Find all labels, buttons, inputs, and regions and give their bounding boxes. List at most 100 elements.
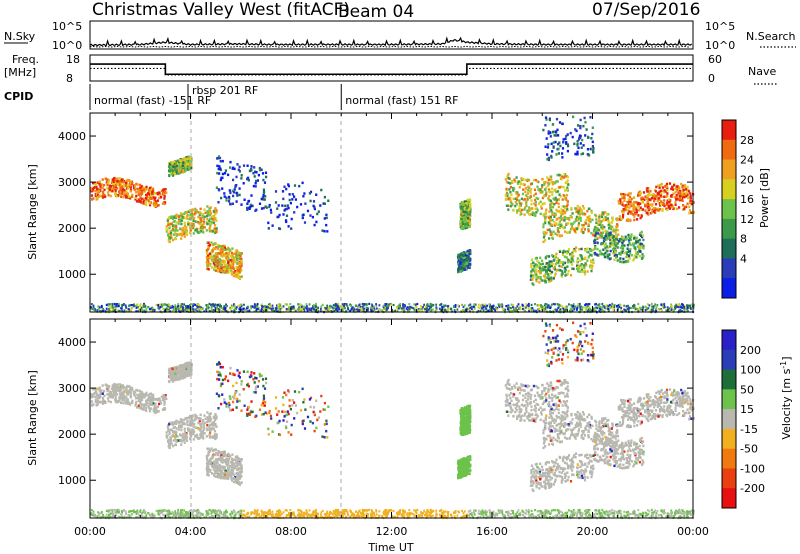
power-echo	[517, 180, 520, 183]
power-echo	[188, 309, 190, 312]
power-echo	[171, 216, 174, 219]
power-echo	[229, 202, 232, 206]
power-echo	[235, 266, 238, 269]
power-echo	[601, 227, 604, 231]
power-echo	[525, 202, 528, 205]
power-echo	[198, 309, 201, 312]
power-echo	[542, 214, 545, 217]
power-echo	[167, 307, 170, 310]
power-echo	[563, 219, 566, 222]
power-echo	[254, 182, 257, 185]
power-echo	[96, 181, 99, 184]
power-echo	[576, 142, 579, 146]
power-echo	[464, 251, 467, 255]
power-echo	[680, 305, 683, 308]
power-echo	[173, 168, 176, 172]
power-echo	[255, 304, 258, 307]
power-echo	[595, 221, 598, 224]
power-echo	[174, 231, 177, 234]
power-echo	[223, 195, 226, 198]
power-echo	[387, 305, 389, 308]
power-echo	[108, 186, 111, 190]
power-echo	[121, 188, 124, 191]
power-echo	[235, 273, 238, 276]
power-echo	[464, 210, 467, 214]
power-echo	[561, 305, 564, 308]
power-echo	[530, 202, 533, 206]
power-echo	[537, 304, 540, 307]
power-echo	[468, 252, 471, 256]
power-echo	[181, 171, 184, 174]
power-echo	[549, 306, 552, 310]
power-echo	[564, 230, 567, 233]
power-echo	[460, 211, 463, 215]
power-echo	[629, 252, 632, 255]
power-echo	[442, 305, 445, 308]
power-echo	[644, 209, 647, 212]
power-echo	[657, 308, 660, 311]
power-echo	[584, 134, 587, 137]
power-echo	[654, 197, 657, 201]
power-echo	[301, 181, 304, 185]
power-echo	[114, 189, 117, 192]
power-echo	[574, 207, 577, 210]
power-echo	[554, 134, 558, 137]
power-echo	[574, 128, 577, 131]
power-echo	[196, 227, 199, 231]
power-echo	[557, 152, 560, 155]
power-echo	[207, 255, 210, 259]
power-echo	[177, 304, 180, 307]
power-echo	[562, 249, 565, 253]
power-echo	[575, 227, 578, 230]
power-echo	[139, 309, 142, 312]
power-echo	[637, 214, 640, 217]
power-echo	[125, 190, 128, 193]
power-echo	[469, 262, 472, 266]
power-echo	[609, 242, 612, 245]
power-echo	[578, 134, 582, 137]
power-echo	[175, 166, 178, 169]
power-echo	[507, 177, 510, 180]
power-echo	[177, 172, 180, 175]
power-echo	[447, 307, 449, 310]
power-echo	[552, 302, 555, 306]
power-echo	[599, 220, 602, 223]
power-echo	[584, 249, 587, 252]
power-echo	[683, 207, 686, 210]
power-echo	[612, 308, 615, 312]
power-echo	[202, 222, 205, 225]
power-echo	[579, 216, 582, 220]
power-echo	[553, 274, 556, 277]
power-echo	[341, 307, 344, 310]
power-echo	[169, 230, 172, 233]
power-echo	[268, 205, 271, 209]
power-echo	[553, 258, 556, 261]
power-echo	[304, 202, 307, 205]
power-echo	[604, 234, 607, 238]
power-echo	[165, 307, 168, 310]
power-echo	[200, 220, 203, 223]
power-echo	[592, 309, 595, 312]
power-echo	[682, 204, 685, 207]
power-echo	[111, 187, 114, 190]
power-echo	[549, 272, 552, 275]
power-echo	[609, 249, 612, 253]
power-echo	[230, 304, 233, 307]
power-echo	[335, 307, 338, 310]
power-echo	[572, 249, 575, 252]
power-echo	[143, 304, 146, 307]
power-echo	[518, 205, 521, 208]
power-echo	[207, 306, 210, 309]
power-echo	[217, 243, 220, 247]
power-echo	[264, 205, 267, 208]
power-echo	[646, 203, 649, 207]
power-echo	[334, 304, 336, 307]
power-echo	[208, 219, 211, 222]
power-echo	[551, 150, 554, 153]
power-echo	[235, 253, 238, 257]
power-echo	[559, 195, 562, 198]
power-echo	[579, 219, 582, 222]
power-echo	[593, 307, 596, 310]
power-echo	[641, 199, 645, 202]
power-echo	[229, 308, 232, 311]
